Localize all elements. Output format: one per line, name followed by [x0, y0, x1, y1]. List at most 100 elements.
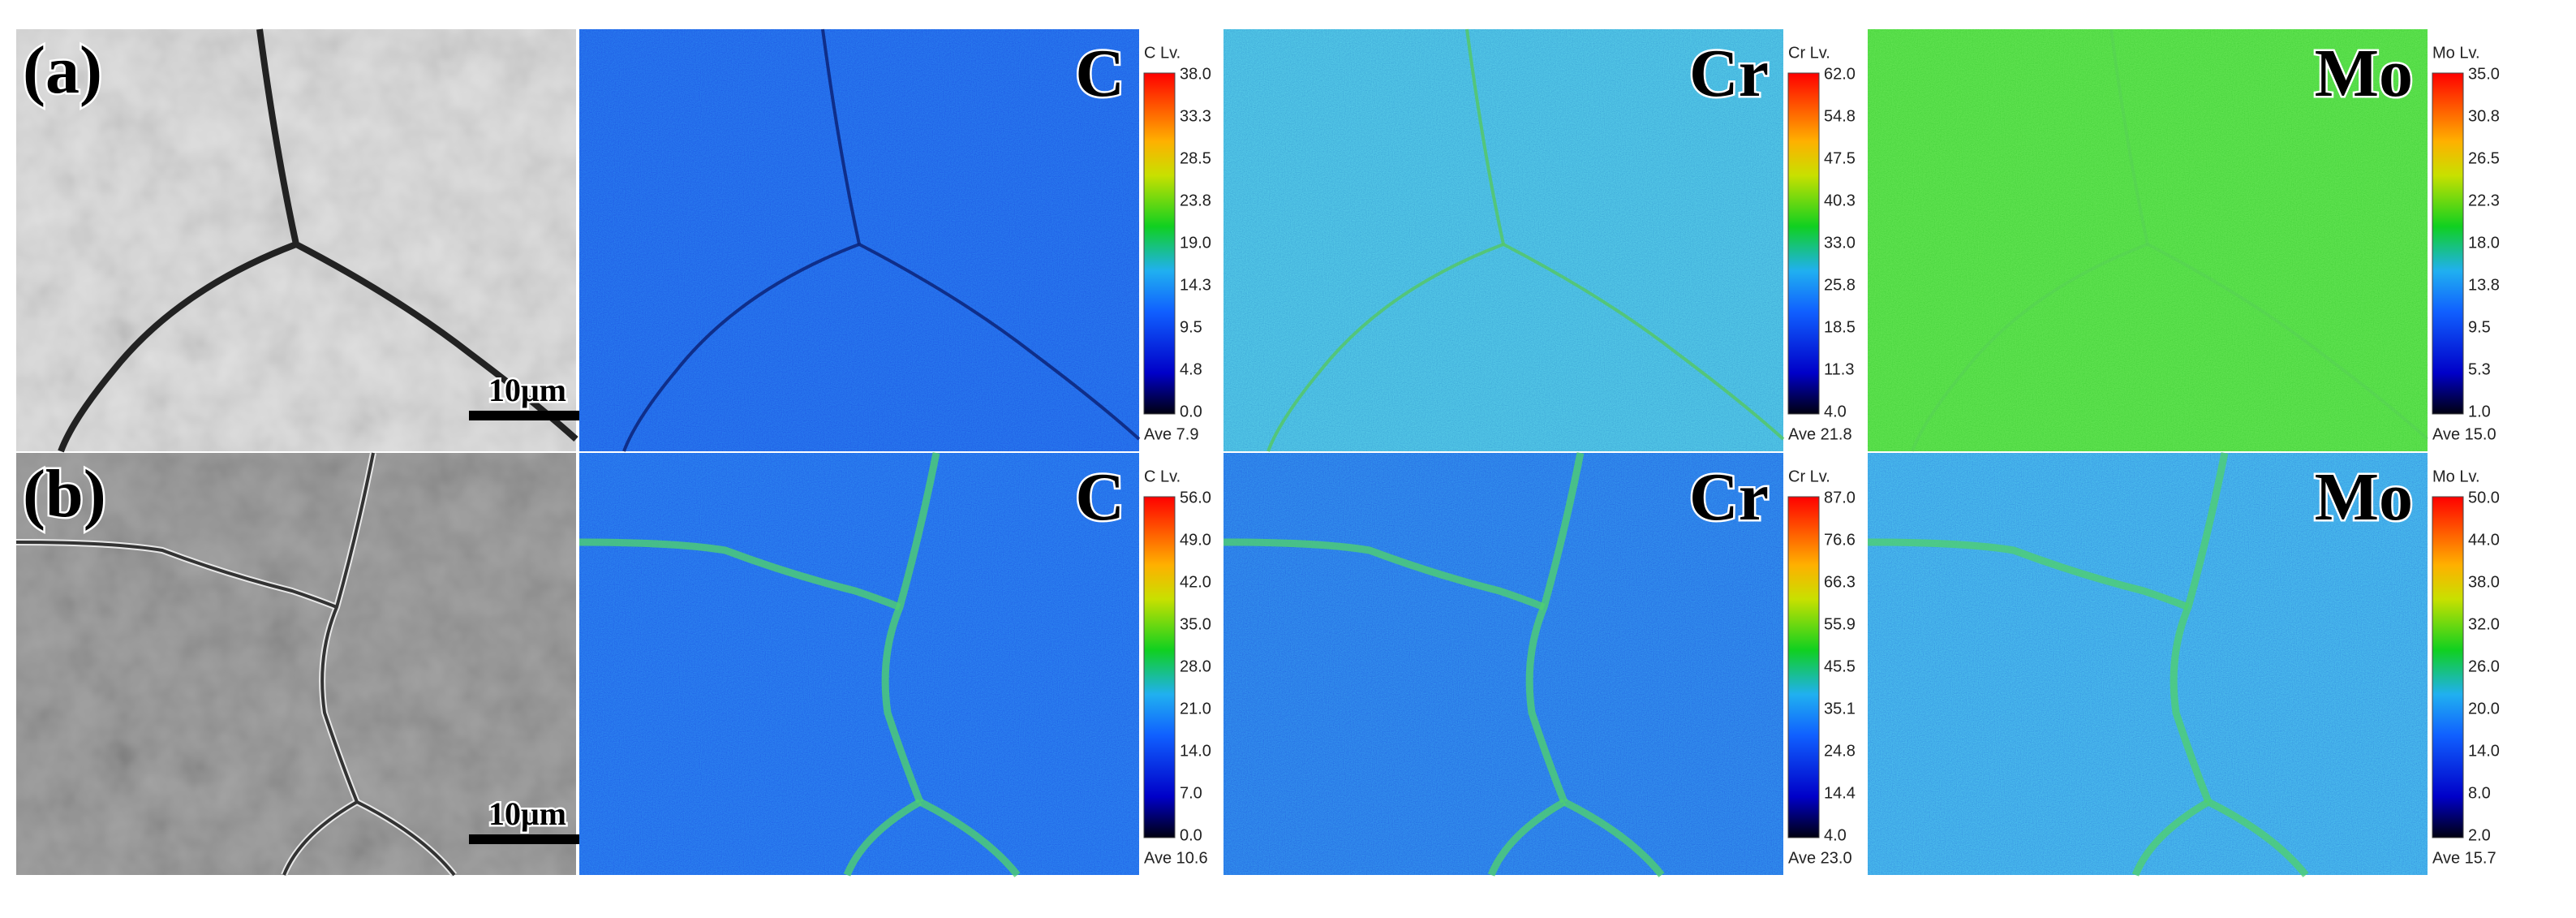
map-noise: [579, 453, 1139, 875]
colorbar-tick: 55.9: [1824, 615, 1856, 633]
map-boundary: [622, 243, 860, 452]
colorbar-title: C Lv.: [1144, 44, 1180, 62]
colorbar-tick: 66.3: [1824, 573, 1856, 591]
map-boundary: [918, 798, 1021, 877]
colorbar-tick: 50.0: [2468, 489, 2500, 506]
colorbar-tick: 4.0: [1824, 403, 1847, 420]
element-label: C: [1075, 459, 1125, 535]
colorbar-tick: 33.3: [1180, 107, 1211, 125]
map-boundary: [821, 28, 861, 245]
colorbar-tick: 38.0: [2468, 573, 2500, 591]
colorbar-tick: 35.0: [1180, 615, 1211, 633]
colorbar-tick: 44.0: [2468, 531, 2500, 549]
colorbar-title: Cr Lv.: [1788, 468, 1830, 485]
colorbar-tick: 14.0: [1180, 742, 1211, 760]
colorbar-tick: 38.0: [1180, 65, 1211, 83]
map-boundary: [1487, 799, 1567, 877]
colorbar-tick: 18.5: [1824, 318, 1856, 336]
grain-boundary-core: [282, 800, 358, 876]
map-boundary: [1525, 452, 1585, 804]
grain-boundary: [256, 28, 299, 245]
colorbar-tick: 49.0: [1180, 531, 1211, 549]
colorbar-average: Ave 10.6: [1144, 849, 1208, 867]
colorbar-average: Ave 15.7: [2432, 849, 2496, 867]
colorbar-tick: 40.3: [1824, 192, 1856, 209]
colorbar-tick: 23.8: [1180, 192, 1211, 209]
colorbar-tick: 14.3: [1180, 276, 1211, 294]
scale-bar: [469, 411, 583, 420]
colorbar-tick: 1.0: [2468, 403, 2491, 420]
grain-boundary: [58, 241, 298, 453]
panel-label: (a): [23, 32, 102, 108]
element-map: C: [578, 452, 1139, 877]
colorbar-tick: 26.5: [2468, 149, 2500, 167]
map-boundary: [1911, 243, 2148, 452]
scale-bar-label: 10μm: [488, 795, 566, 832]
colorbar-tick: 22.3: [2468, 192, 2500, 209]
colorbar-tick: 19.0: [1180, 234, 1211, 252]
element-map: C: [579, 28, 1141, 452]
map-boundary: [2170, 452, 2229, 804]
colorbar-gradient: [1143, 496, 1176, 838]
sem-image: (b) 10μm: [15, 452, 583, 877]
colorbar-tick: 13.8: [2468, 276, 2500, 294]
colorbar-tick: 0.0: [1180, 403, 1202, 420]
colorbar-tick: 56.0: [1180, 489, 1211, 506]
colorbar-tick: 54.8: [1824, 107, 1856, 125]
element-map: Cr: [1223, 28, 1785, 452]
colorbar-tick: 11.3: [1824, 360, 1854, 378]
sem-image: (a) 10μm: [16, 28, 583, 453]
colorbar-title: C Lv.: [1144, 468, 1180, 485]
colorbar-tick: 21.0: [1180, 700, 1211, 718]
map-boundary: [2206, 798, 2309, 877]
colorbar-gradient: [1143, 72, 1176, 415]
colorbar-tick: 26.0: [2468, 657, 2500, 675]
map-boundary: [881, 452, 940, 804]
map-boundary: [2147, 243, 2429, 441]
map-boundary: [1503, 243, 1785, 441]
colorbar-tick: 4.0: [1824, 826, 1847, 844]
colorbar-tick: 9.5: [1180, 318, 1202, 336]
colorbar-tick: 20.0: [2468, 700, 2500, 718]
colorbar: Mo Lv. 50.0 44.0 38.0 32.0 26.0 20.0 14.0 8.0 2.0…: [2432, 468, 2500, 867]
colorbar-tick: 0.0: [1180, 826, 1202, 844]
colorbar-tick: 4.8: [1180, 360, 1202, 378]
element-label: Cr: [1689, 459, 1769, 535]
colorbar-gradient: [1787, 496, 1820, 838]
map-noise: [1223, 453, 1783, 875]
scale-bar-label: 10μm: [488, 372, 566, 408]
colorbar-tick: 76.6: [1824, 531, 1856, 549]
colorbar-tick: 8.0: [2468, 784, 2491, 802]
map-boundary: [843, 799, 922, 877]
colorbar-average: Ave 15.0: [2432, 425, 2496, 443]
colorbar-tick: 35.0: [2468, 65, 2500, 83]
colorbar-tick: 14.0: [2468, 742, 2500, 760]
colorbar-tick: 14.4: [1824, 784, 1856, 802]
sem-texture: [16, 453, 576, 875]
map-boundary: [1465, 28, 1505, 245]
colorbar-average: Ave 23.0: [1788, 849, 1852, 867]
panel-label: (b): [23, 456, 106, 532]
colorbar-tick: 47.5: [1824, 149, 1856, 167]
map-noise: [1868, 453, 2428, 875]
colorbar-tick: 28.5: [1180, 149, 1211, 167]
colorbar-tick: 2.0: [2468, 826, 2491, 844]
map-boundary: [2131, 799, 2211, 877]
colorbar-average: Ave 7.9: [1144, 425, 1198, 443]
colorbar-gradient: [2432, 496, 2464, 838]
colorbar: Cr Lv. 87.0 76.6 66.3 55.9 45.5 35.1 24.8 14.4 4.…: [1787, 468, 1856, 867]
colorbar-gradient: [2432, 72, 2464, 415]
colorbar-tick: 5.3: [2468, 360, 2491, 378]
element-label: Mo: [2315, 36, 2413, 111]
colorbar-tick: 7.0: [1180, 784, 1202, 802]
element-map: Cr: [1223, 452, 1783, 877]
colorbar-tick: 87.0: [1824, 489, 1856, 506]
colorbar-tick: 62.0: [1824, 65, 1856, 83]
colorbar-title: Mo Lv.: [2432, 468, 2480, 485]
colorbar: Cr Lv. 62.0 54.8 47.5 40.3 33.0 25.8 18.5 11.3 4.…: [1787, 44, 1856, 443]
map-boundary: [858, 243, 1141, 441]
element-map: Mo: [1868, 28, 2429, 452]
colorbar-tick: 28.0: [1180, 657, 1211, 675]
colorbar: C Lv.38.0 33.3 28.5 23.8 19.0 14.3 9.5 4.8 0.0 Av…: [1143, 44, 1211, 443]
